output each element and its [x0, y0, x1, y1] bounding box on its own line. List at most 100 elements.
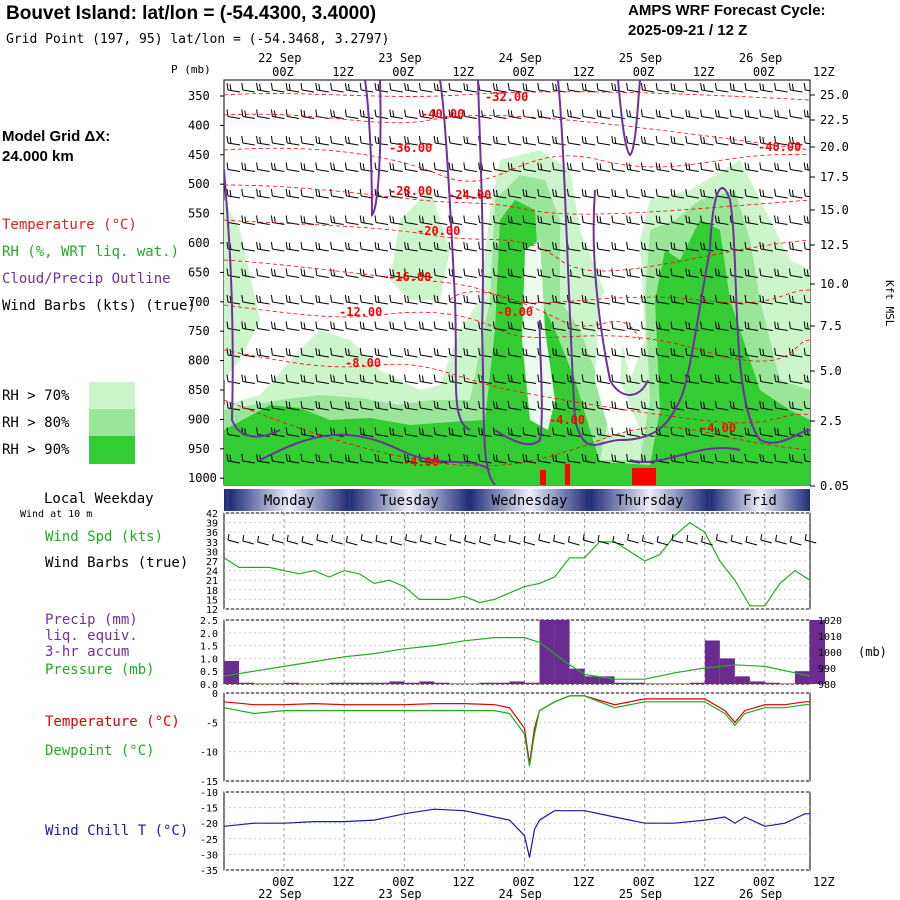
wind-barb: [522, 188, 537, 199]
wind-barb: [640, 268, 655, 278]
date-label: 22 Sep: [258, 51, 301, 65]
surface-wind-barb-flag: [804, 533, 807, 541]
wind-barb: [522, 241, 537, 252]
surface-wind-barb-flag: [612, 535, 615, 543]
wind-barb: [759, 400, 773, 411]
surface-wind-barb: [479, 541, 491, 546]
wind-barb: [507, 374, 522, 384]
y-tick-label: -5: [206, 718, 218, 729]
wind-barb: [270, 400, 285, 411]
precip-bar: [329, 682, 345, 684]
wind-barb: [788, 347, 803, 358]
surface-wind-barb-flag: [745, 535, 748, 543]
wind-barb: [433, 215, 448, 225]
time-tick-label: 00Z: [753, 875, 775, 889]
y-tick-label: 18: [206, 586, 218, 597]
wind-barb: [463, 321, 477, 331]
wind-barb: [315, 188, 329, 199]
wind-barb: [285, 294, 300, 305]
precip-bar: [419, 681, 435, 684]
wind-barb: [492, 374, 507, 384]
wind-barb: [374, 427, 389, 437]
wind-barb: [611, 215, 625, 225]
y-tick-label: 0.0: [200, 680, 218, 691]
panel-frame: [223, 791, 811, 871]
wind-barb: [552, 268, 566, 278]
wind-barb: [344, 400, 359, 411]
wind-barb: [744, 374, 759, 384]
precip-red-marks: [540, 464, 656, 485]
wind-barb: [596, 268, 611, 278]
wind-barb: [714, 374, 729, 384]
precip-pressure-panel: 2.5 2.0 1.51.0 0.5 0.0 1020 1010 1000 990 980 (mb): [200, 616, 887, 691]
wind-barb: [226, 135, 241, 146]
wind-barb: [463, 427, 477, 437]
surface-wind-barb: [701, 541, 713, 546]
kft-tick-label: 20.0: [820, 140, 849, 154]
wind-barb: [374, 241, 389, 252]
wind-barb: [670, 109, 685, 119]
y-tick-label: 1.0: [200, 654, 218, 665]
wind-barb: [774, 215, 788, 225]
wind-barb: [655, 268, 670, 278]
wind-barb: [552, 241, 566, 252]
wind-barb: [285, 268, 300, 278]
wind-barb: [581, 374, 596, 384]
wind-barb: [640, 82, 655, 93]
wind-barb: [418, 109, 433, 119]
wind-barb: [344, 294, 359, 305]
wind-barb: [374, 215, 389, 225]
wind-barb: [774, 427, 788, 437]
wind-barb: [655, 321, 670, 331]
surface-wind-barb-flag: [701, 535, 704, 543]
wind-barb: [522, 400, 537, 411]
wind-barb: [463, 188, 477, 199]
temp-contour-label: -40.00: [421, 107, 464, 121]
surface-wind-barb-flag: [627, 533, 630, 541]
wind-barb: [256, 374, 270, 384]
surface-wind-barb: [257, 541, 269, 546]
wind-barb: [774, 268, 788, 278]
wind-barb: [507, 321, 522, 331]
legend-rh90: RH > 90%: [2, 442, 70, 458]
surface-wind-barb-flag: [582, 533, 585, 541]
wind-barb: [700, 347, 714, 358]
y-tick-label: 0.5: [200, 667, 218, 678]
wind-barb: [626, 215, 640, 225]
wind-barb: [803, 109, 810, 118]
p-tick-label: 950: [188, 442, 210, 456]
surface-wind-barb: [449, 539, 462, 544]
wind-barb: [700, 82, 714, 93]
kft-tick-label: 17.5: [820, 170, 849, 184]
wind-barb: [552, 215, 566, 225]
wind-barb: [463, 135, 477, 146]
wind-barb: [270, 135, 285, 146]
wind-barb: [803, 294, 810, 304]
wind-barb: [788, 135, 803, 146]
wind-barb: [404, 162, 418, 172]
wind-barb: [389, 400, 403, 411]
surface-wind-barb: [671, 539, 684, 544]
wind-barb: [404, 109, 418, 119]
surface-wind-barb-flag: [301, 535, 304, 543]
wind-barb: [788, 82, 803, 93]
wind-barb: [714, 453, 729, 464]
wind-barb: [433, 321, 448, 331]
wind-barb: [596, 427, 611, 437]
wind-barb: [492, 215, 507, 225]
y-tick-label: 30: [206, 547, 218, 558]
wind-barb: [330, 109, 344, 119]
wind-barb: [626, 188, 640, 199]
wind-barb: [344, 215, 359, 225]
surface-wind-barb-flag: [686, 534, 689, 542]
wind-barb: [566, 162, 581, 172]
time-tick-label: 00Z: [392, 65, 414, 79]
wind-barb: [552, 321, 566, 331]
wind-barb: [300, 268, 315, 278]
time-tick-label: 00Z: [513, 65, 535, 79]
wind-barb: [700, 453, 714, 464]
surface-wind-barb-flag: [242, 534, 245, 542]
wind-barb: [537, 162, 551, 172]
wind-barb: [611, 188, 625, 199]
wind-barb: [744, 215, 759, 225]
